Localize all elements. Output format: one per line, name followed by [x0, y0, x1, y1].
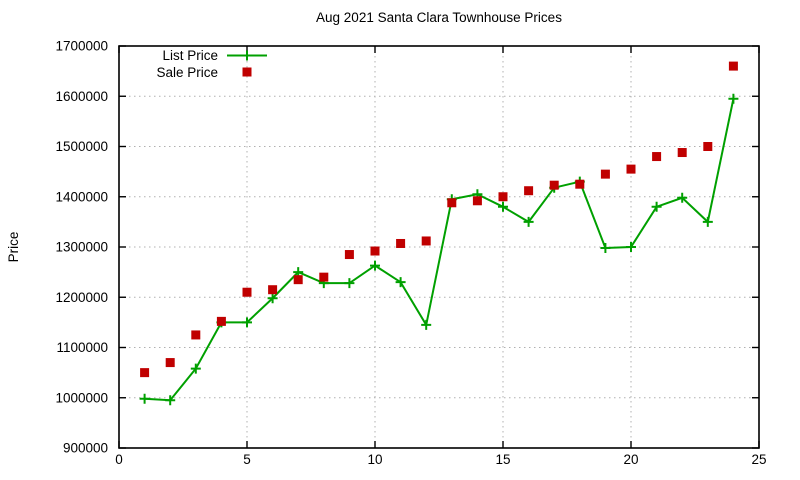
sale-price-point	[549, 180, 559, 190]
sale-price-marker-sample-icon	[242, 67, 252, 77]
sale-price-point	[268, 285, 278, 295]
list-price-point	[370, 260, 380, 271]
sale-price-point	[421, 236, 431, 246]
chart-title: Aug 2021 Santa Clara Townhouse Prices	[316, 10, 562, 25]
y-tick-label: 1100000	[56, 340, 108, 355]
sale-price-point	[472, 196, 482, 206]
y-tick-label: 1000000	[55, 390, 108, 405]
legend-item-list-price: List Price	[162, 48, 267, 63]
list-price-point	[139, 393, 150, 404]
list-price-point	[242, 317, 252, 328]
sale-price-point	[344, 250, 354, 260]
axis-ticks: 0 5 10 15 20 25 900000 1000000 1100000 1200000 130…	[55, 39, 766, 468]
list-price-point	[190, 363, 201, 374]
list-price-line-sample-icon	[227, 50, 267, 61]
list-price-point	[395, 277, 406, 288]
list-price-point	[344, 278, 355, 289]
x-tick-label: 15	[495, 452, 510, 467]
x-tick-label: 0	[115, 452, 123, 467]
sale-price-point	[140, 368, 150, 378]
sale-price-point	[191, 330, 201, 340]
grid-layer	[119, 46, 759, 448]
sale-price-point	[600, 169, 610, 179]
sale-price-point	[703, 142, 713, 151]
sale-price-point	[165, 358, 175, 368]
list-price-point	[523, 216, 534, 227]
y-tick-label: 1200000	[55, 290, 108, 305]
sale-price-point	[447, 198, 457, 208]
sale-price-point	[370, 246, 380, 256]
sale-price-point	[216, 316, 226, 326]
list-price-point	[600, 243, 611, 254]
legend-label-sale-price: Sale Price	[156, 65, 218, 80]
data-series	[139, 61, 739, 406]
list-price-point	[728, 93, 739, 104]
sale-price-point	[319, 272, 329, 282]
sale-price-point	[293, 275, 303, 285]
sale-price-point	[677, 148, 687, 158]
sale-price-point	[498, 192, 508, 202]
sale-price-point	[626, 164, 636, 174]
sale-price-point	[728, 61, 738, 71]
y-tick-label: 900000	[63, 441, 108, 456]
sale-price-point	[242, 287, 252, 297]
x-tick-label: 20	[623, 452, 638, 467]
sale-price-point	[575, 179, 585, 189]
sale-price-point	[652, 152, 662, 162]
x-tick-label: 25	[751, 452, 766, 467]
sale-price-point	[524, 186, 534, 196]
list-price-line	[144, 98, 735, 402]
list-price-point	[677, 192, 688, 203]
list-price-point	[626, 242, 636, 252]
legend: List Price Sale Price	[156, 48, 267, 80]
list-price-point	[498, 201, 508, 212]
y-tick-label: 1300000	[55, 240, 108, 255]
y-tick-label: 1700000	[55, 39, 108, 54]
list-price-point	[165, 395, 176, 406]
list-price-point	[651, 201, 662, 212]
y-tick-label: 1400000	[55, 189, 108, 204]
y-axis-title: Price	[6, 232, 21, 263]
x-tick-label: 10	[367, 452, 382, 467]
list-price-point	[702, 216, 713, 227]
list-price-point	[421, 319, 432, 330]
legend-item-sale-price: Sale Price	[156, 65, 252, 80]
sale-price-point	[396, 238, 406, 248]
x-tick-label: 5	[243, 452, 251, 467]
legend-label-list-price: List Price	[162, 48, 218, 63]
y-tick-label: 1500000	[55, 139, 108, 154]
y-tick-label: 1600000	[55, 89, 108, 104]
list-price-point	[267, 293, 278, 304]
